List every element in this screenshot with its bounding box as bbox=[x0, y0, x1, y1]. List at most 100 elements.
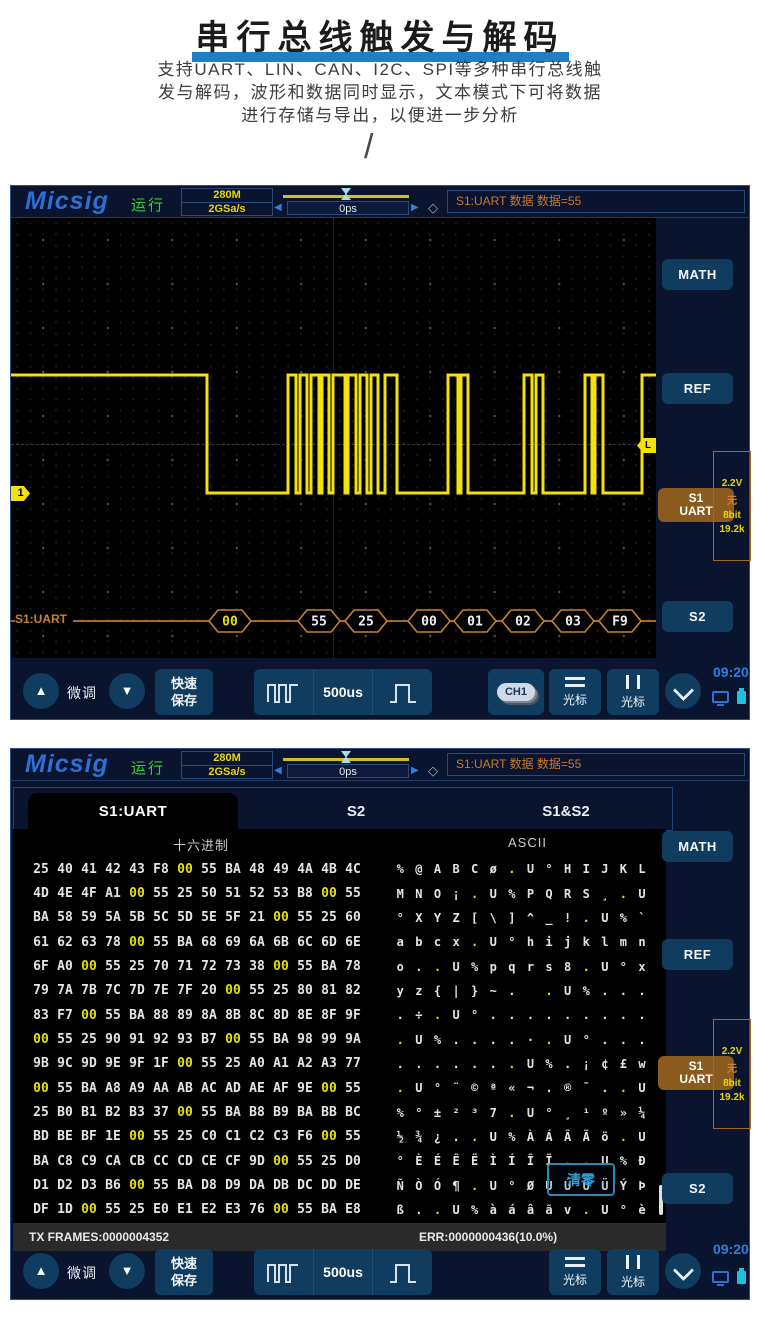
error-counter: ERR:0000000436(10.0%) bbox=[419, 1230, 558, 1244]
tab-s2[interactable]: S2 bbox=[346, 803, 366, 820]
ascii-cell: Ù bbox=[545, 1178, 553, 1193]
hex-cell: 00 bbox=[129, 934, 145, 950]
hex-cell: BC bbox=[345, 1105, 361, 1121]
baudrate-value: 19.2k bbox=[719, 1091, 745, 1103]
quick-save-button[interactable]: 快速 保存 bbox=[155, 1249, 213, 1295]
left-arrow-icon[interactable]: ◀ bbox=[274, 765, 282, 776]
scale-down-button[interactable]: ▼ bbox=[109, 1253, 145, 1289]
hex-cell: BA bbox=[33, 910, 49, 926]
display-icon bbox=[712, 691, 729, 706]
scale-down-button[interactable]: ▼ bbox=[109, 673, 145, 709]
ascii-cell: w bbox=[638, 1056, 646, 1071]
databits-value: 8bit bbox=[723, 509, 741, 521]
hex-row: 4D 4E 4F A1 00 55 25 50 51 52 53 B8 00 55 bbox=[29, 881, 365, 905]
hex-cell: BA bbox=[81, 1080, 97, 1096]
hex-cell: BA bbox=[177, 1178, 193, 1194]
s2-button[interactable]: S2 bbox=[662, 601, 733, 632]
timebase-value[interactable]: 500us bbox=[312, 1249, 373, 1295]
hex-cell: AE bbox=[249, 1080, 265, 1096]
hex-cell: 72 bbox=[201, 959, 217, 975]
sample-rate-box[interactable]: 280M 2GSa/s bbox=[181, 751, 273, 779]
hex-cell: 7F bbox=[177, 983, 193, 999]
decode-frame bbox=[452, 609, 498, 633]
math-button[interactable]: MATH bbox=[662, 259, 733, 290]
ascii-cell: m bbox=[619, 935, 628, 950]
ascii-cell: . bbox=[582, 959, 590, 974]
ascii-cell: v bbox=[564, 1202, 572, 1217]
hex-cell: 38 bbox=[249, 959, 265, 975]
timebase-zoomin-button[interactable] bbox=[372, 669, 432, 715]
sample-rate-box[interactable]: 280M 2GSa/s bbox=[181, 188, 273, 216]
scale-up-button[interactable]: ▲ bbox=[23, 1253, 59, 1289]
ref-button[interactable]: REF bbox=[662, 939, 733, 970]
hex-cell: 5A bbox=[105, 910, 121, 926]
hex-cell: BA bbox=[33, 1153, 49, 1169]
horizontal-position-value[interactable]: 0ps bbox=[287, 764, 409, 778]
horizontal-cursor-button[interactable]: 光标 bbox=[549, 1249, 601, 1295]
timebase-value[interactable]: 500us bbox=[312, 669, 373, 715]
horizontal-cursor-button[interactable]: 光标 bbox=[549, 669, 601, 715]
ascii-cell: N bbox=[415, 886, 423, 901]
ascii-cell: ¸ bbox=[564, 1105, 572, 1120]
clear-tooltip[interactable]: 清零 bbox=[547, 1163, 615, 1196]
hex-column-header: 十六进制 bbox=[173, 838, 230, 853]
decode-text-panel[interactable]: 十六进制 ASCII 25 40 41 42 43 F8 00 55 BA 48 49 4A 4B 4C 4… bbox=[13, 829, 666, 1223]
horizontal-position-value[interactable]: 0ps bbox=[287, 201, 409, 215]
channel1-marker[interactable]: 1 bbox=[11, 486, 30, 501]
left-arrow-icon[interactable]: ◀ bbox=[274, 202, 282, 213]
hex-cell: 55 bbox=[249, 983, 265, 999]
collapse-menu-button[interactable] bbox=[665, 673, 701, 709]
ascii-cell: Ó bbox=[433, 1178, 442, 1193]
ascii-cell: L bbox=[638, 862, 646, 877]
quick-save-button[interactable]: 快速 保存 bbox=[155, 669, 213, 715]
waveform-area[interactable]: S1:UART 00 55 25 00 01 02 03 F9 1 L bbox=[11, 218, 656, 658]
battery-icon bbox=[737, 688, 746, 704]
hex-cell: AF bbox=[273, 1080, 289, 1096]
trigger-info-box[interactable]: S1:UART 数据 数据=55 bbox=[447, 753, 745, 776]
tab-s1-uart[interactable]: S1:UART bbox=[28, 793, 238, 833]
ref-button[interactable]: REF bbox=[662, 373, 733, 404]
ascii-cell: . bbox=[601, 983, 609, 998]
ascii-row: ° X Y Z [\] ^ _!. U% ` bbox=[391, 906, 651, 930]
s1-uart-button[interactable]: S1 UART bbox=[658, 1056, 734, 1090]
tab-s1-and-s2[interactable]: S1&S2 bbox=[542, 803, 590, 820]
timebase-zoomout-button[interactable] bbox=[254, 1249, 313, 1295]
vertical-cursor-icon bbox=[626, 674, 640, 689]
ascii-cell: Î bbox=[526, 1154, 535, 1169]
ascii-cell: . bbox=[471, 1032, 479, 1047]
hex-cell: BA bbox=[177, 934, 193, 950]
trigger-level-marker[interactable]: L bbox=[637, 438, 656, 453]
timebase-zoomout-button[interactable] bbox=[254, 669, 313, 715]
hourglass-icon bbox=[341, 188, 351, 200]
trigger-info-box[interactable]: S1:UART 数据 数据=55 bbox=[447, 190, 745, 213]
ch1-button[interactable]: CH1 bbox=[488, 669, 544, 715]
hex-cell: 7A bbox=[57, 983, 73, 999]
ascii-cell: s bbox=[545, 959, 553, 974]
ascii-cell: ] bbox=[508, 910, 516, 925]
scrollbar[interactable] bbox=[659, 1185, 663, 1215]
math-button[interactable]: MATH bbox=[662, 831, 733, 862]
ascii-cell: ¨ bbox=[452, 1081, 460, 1096]
hex-cell: CF bbox=[225, 1153, 241, 1169]
timebase-zoomin-button[interactable] bbox=[372, 1249, 432, 1295]
hex-cell: DF bbox=[33, 1202, 49, 1218]
scale-up-button[interactable]: ▲ bbox=[23, 673, 59, 709]
hex-cell: 25 bbox=[321, 1153, 337, 1169]
collapse-menu-button[interactable] bbox=[665, 1253, 701, 1289]
ascii-cell: ¶ bbox=[452, 1178, 460, 1193]
hex-cell: 98 bbox=[297, 1032, 313, 1048]
hex-cell: 55 bbox=[57, 1080, 73, 1096]
hex-cell: DD bbox=[321, 1178, 337, 1194]
s1-uart-button[interactable]: S1 UART bbox=[658, 488, 734, 522]
right-arrow-icon[interactable]: ▶ bbox=[411, 765, 419, 776]
hex-cell: 6D bbox=[321, 934, 337, 950]
right-arrow-icon[interactable]: ▶ bbox=[411, 202, 419, 213]
ascii-cell: . bbox=[619, 886, 628, 901]
ascii-cell: Ñ bbox=[396, 1178, 404, 1193]
vertical-cursor-button[interactable]: 光标 bbox=[607, 669, 659, 715]
hex-cell: 5C bbox=[153, 910, 169, 926]
s2-button[interactable]: S2 bbox=[662, 1173, 733, 1204]
vertical-cursor-button[interactable]: 光标 bbox=[607, 1249, 659, 1295]
hex-cell: 89 bbox=[177, 1007, 193, 1023]
hex-cell: 1D bbox=[57, 1202, 73, 1218]
